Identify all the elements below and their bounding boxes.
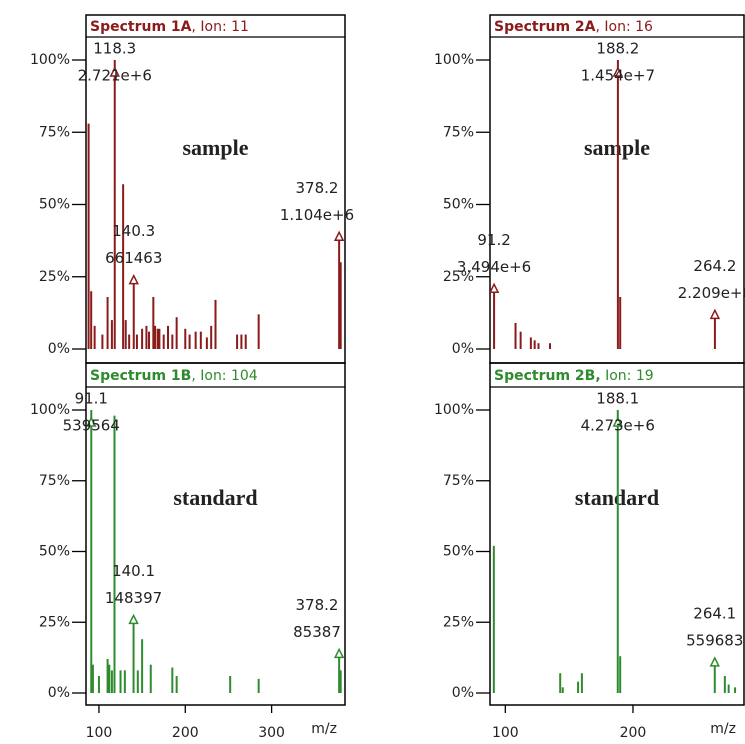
y-tick-label: 50% bbox=[443, 197, 474, 213]
y-tick-label: 0% bbox=[452, 341, 474, 357]
y-tick-label: 0% bbox=[48, 685, 70, 701]
peak-marker bbox=[709, 308, 721, 320]
y-tick-label: 25% bbox=[39, 614, 70, 630]
sample-tag: sample bbox=[183, 135, 249, 160]
y-tick-label: 50% bbox=[39, 197, 70, 213]
peak-marker bbox=[333, 230, 345, 242]
peak-annotation: 378.2 bbox=[296, 179, 339, 197]
peak-annotation: 1.454e+7 bbox=[581, 67, 655, 85]
panel-ion: , Ion: 104 bbox=[191, 368, 257, 384]
peak-annotation: 188.1 bbox=[596, 390, 639, 408]
panel-title: Spectrum 1B bbox=[90, 368, 191, 384]
y-tick-label: 100% bbox=[434, 402, 474, 418]
panel-title: Spectrum 2B, bbox=[494, 368, 601, 384]
peak-annotation: 140.3 bbox=[112, 222, 155, 240]
y-tick-label: 25% bbox=[443, 614, 474, 630]
x-tick-label: 300 bbox=[258, 725, 285, 741]
peak-annotation: 91.1 bbox=[75, 390, 108, 408]
y-tick-label: 75% bbox=[443, 124, 474, 140]
y-tick-label: 0% bbox=[48, 341, 70, 357]
y-tick-label: 100% bbox=[30, 402, 70, 418]
peak-marker bbox=[709, 656, 720, 667]
peak-annotation: 91.2 bbox=[477, 231, 510, 249]
x-tick-label: 100 bbox=[86, 725, 113, 741]
peak-marker bbox=[612, 416, 623, 427]
peak-annotation: 118.3 bbox=[93, 40, 136, 58]
panel-ion: , Ion: 16 bbox=[596, 19, 654, 35]
peak-marker bbox=[488, 282, 500, 294]
peak-annotation: 264.1 bbox=[693, 604, 736, 622]
peak-annotation: 661463 bbox=[105, 249, 162, 267]
panel-frame bbox=[85, 362, 346, 706]
peak-annotation: 148397 bbox=[105, 589, 162, 607]
panel-header: Spectrum 2A, Ion: 16 bbox=[494, 19, 653, 35]
peak-annotation: 188.2 bbox=[596, 40, 639, 58]
x-tick-label: 200 bbox=[620, 725, 647, 741]
y-tick-label: 25% bbox=[39, 269, 70, 285]
peak-annotation: 140.1 bbox=[112, 562, 155, 580]
peak-annotation: 3.494e+6 bbox=[457, 258, 531, 276]
peak-annotation: 539564 bbox=[63, 417, 120, 435]
peak-marker bbox=[109, 66, 120, 77]
panel-frame bbox=[489, 362, 745, 706]
x-axis-label: m/z bbox=[710, 721, 736, 737]
peak-marker bbox=[333, 647, 345, 659]
y-tick-label: 25% bbox=[443, 269, 474, 285]
peak-annotation: 378.2 bbox=[296, 596, 339, 614]
panel-header: Spectrum 1A, Ion: 11 bbox=[90, 19, 249, 35]
panel-header: Spectrum 2B, Ion: 19 bbox=[494, 368, 654, 384]
peak-marker bbox=[128, 613, 139, 625]
panel-title: Spectrum 2A bbox=[494, 19, 596, 35]
peak-marker bbox=[128, 273, 139, 285]
y-tick-label: 75% bbox=[443, 473, 474, 489]
y-tick-label: 100% bbox=[30, 52, 70, 68]
peak-annotation: 85387 bbox=[293, 623, 341, 641]
peak-annotation: 2.721e+6 bbox=[78, 67, 152, 85]
y-tick-label: 50% bbox=[443, 544, 474, 560]
y-tick-label: 75% bbox=[39, 124, 70, 140]
y-tick-label: 0% bbox=[452, 685, 474, 701]
peak-annotation: 559683 bbox=[686, 631, 743, 649]
y-tick-label: 100% bbox=[434, 52, 474, 68]
sample-tag: standard bbox=[173, 485, 257, 510]
peak-marker bbox=[612, 66, 624, 77]
x-tick-label: 100 bbox=[492, 725, 519, 741]
x-tick-label: 200 bbox=[172, 725, 199, 741]
panel-title: Spectrum 1A bbox=[90, 19, 192, 35]
peak-annotation: 2.209e+6 bbox=[678, 284, 745, 302]
x-axis-label: m/z bbox=[311, 721, 337, 737]
peak-marker bbox=[86, 416, 97, 427]
panel-header: Spectrum 1B, Ion: 104 bbox=[90, 368, 258, 384]
y-tick-label: 75% bbox=[39, 473, 70, 489]
panel-ion: Ion: 19 bbox=[601, 368, 654, 384]
peak-annotation: 4.273e+6 bbox=[581, 417, 655, 435]
y-tick-label: 50% bbox=[39, 544, 70, 560]
peak-annotation: 264.2 bbox=[693, 257, 736, 275]
peak-annotation: 1.104e+6 bbox=[280, 206, 354, 224]
panel-ion: , Ion: 11 bbox=[192, 19, 249, 35]
